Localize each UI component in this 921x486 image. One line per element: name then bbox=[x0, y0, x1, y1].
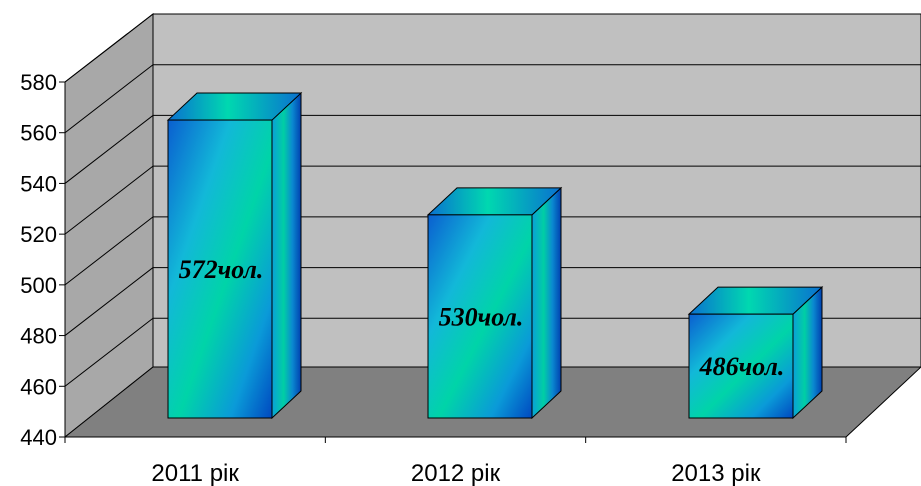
y-tick-label: 580 bbox=[20, 70, 57, 95]
y-tick-label: 500 bbox=[20, 273, 57, 298]
gridline-side bbox=[64, 115, 154, 184]
gridline-side bbox=[64, 64, 154, 134]
gridline-side bbox=[64, 317, 154, 387]
x-tick-label: 2011 рік bbox=[151, 460, 239, 486]
bar-front bbox=[427, 214, 533, 419]
bar-front bbox=[688, 313, 794, 419]
gridline-side bbox=[64, 13, 154, 83]
y-tick-label: 480 bbox=[20, 324, 57, 349]
bar: 572чол. bbox=[166, 91, 303, 420]
gridline-side bbox=[64, 165, 154, 235]
x-axis: 2011 рік 2012 рік 2013 рік bbox=[64, 436, 847, 486]
gridline-side bbox=[64, 216, 154, 286]
bar-side bbox=[271, 91, 302, 420]
y-tick-label: 520 bbox=[20, 222, 57, 247]
x-tick-label: 2013 рік bbox=[671, 460, 761, 486]
bar: 530чол. bbox=[426, 186, 563, 420]
x-tick-label: 2012 рік bbox=[411, 460, 501, 486]
y-tick-label: 460 bbox=[20, 374, 57, 399]
bars: 572чол. 530чол. 486чол. bbox=[166, 91, 824, 420]
y-axis: 440 460 480 500 520 540 560 580 bbox=[20, 70, 66, 450]
gridline-side bbox=[64, 267, 154, 336]
data-label: 530чол. bbox=[439, 302, 524, 331]
bar: 486чол. bbox=[687, 286, 824, 420]
bar-side bbox=[531, 186, 562, 420]
y-tick-label: 440 bbox=[20, 425, 57, 450]
y-tick-label: 540 bbox=[20, 171, 57, 196]
data-label: 486чол. bbox=[699, 352, 785, 381]
side-wall bbox=[64, 12, 154, 439]
data-label: 572чол. bbox=[179, 255, 264, 284]
y-tick-label: 560 bbox=[20, 121, 57, 146]
bar-front bbox=[167, 119, 273, 419]
